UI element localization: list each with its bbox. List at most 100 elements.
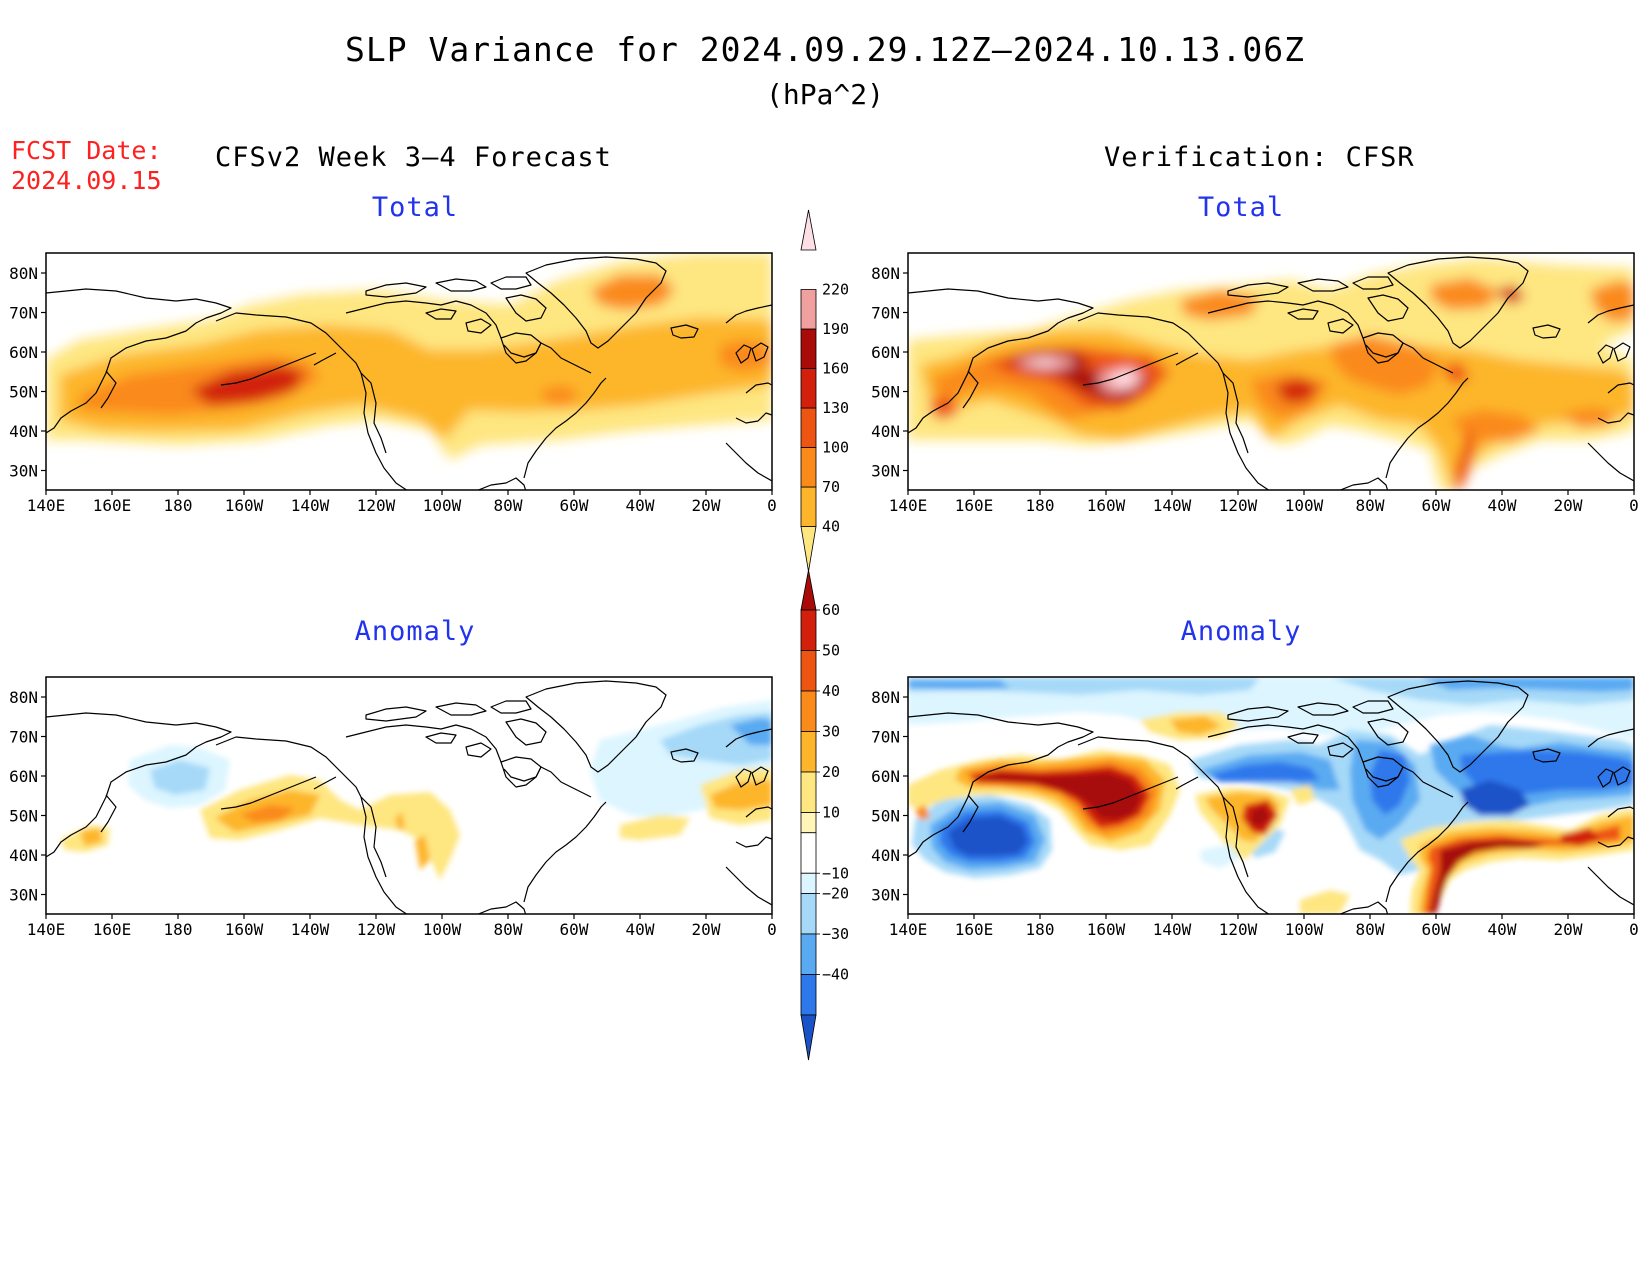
colorbar-segment: [800, 328, 817, 369]
x-tick-label: 160E: [955, 920, 994, 939]
colorbar-segment: [800, 569, 817, 611]
x-tick-label: 140W: [291, 920, 330, 939]
x-tick-label: 180: [1026, 496, 1055, 515]
colorbar-segment: [800, 974, 817, 1016]
colorbar-segment: [800, 1014, 817, 1061]
x-tick-label: 100W: [1285, 920, 1324, 939]
x-tick-label: 40W: [1488, 920, 1517, 939]
x-tick-label: 40W: [626, 920, 655, 939]
forecast-header: CFSv2 Week 3–4 Forecast: [215, 142, 612, 173]
x-tick-label: 140E: [27, 496, 66, 515]
x-tick-label: 120W: [357, 496, 396, 515]
fcst-date-value: 2024.09.15: [11, 166, 162, 195]
x-tick-label: 180: [164, 920, 193, 939]
colorbar-label: 160: [822, 360, 849, 378]
x-tick-label: 160W: [1087, 496, 1126, 515]
y-tick-label: 40N: [871, 422, 900, 441]
colorbar-label: 40: [822, 518, 840, 536]
colorbar-segment: [800, 447, 817, 488]
colorbar-segment: [800, 690, 817, 732]
panel-title-forecast-anomaly: Anomaly: [354, 616, 476, 647]
x-tick-label: 100W: [423, 496, 462, 515]
x-tick-label: 60W: [560, 920, 589, 939]
x-tick-label: 80W: [1356, 920, 1385, 939]
panel-forecast-total: [45, 252, 773, 491]
colorbar-segment: [800, 609, 817, 651]
colorbar-segment: [800, 526, 817, 572]
colorbar-label: −10: [822, 864, 849, 882]
y-tick-label: 50N: [9, 383, 38, 402]
y-tick-label: 30N: [871, 886, 900, 905]
x-tick-label: 80W: [494, 920, 523, 939]
colorbar-label: 70: [822, 478, 840, 496]
x-tick-label: 60W: [1422, 496, 1451, 515]
figure-title: SLP Variance for 2024.09.29.12Z–2024.10.…: [345, 30, 1305, 69]
x-tick-label: 60W: [560, 496, 589, 515]
x-tick-label: 20W: [1554, 496, 1583, 515]
verification-header: Verification: CFSR: [1104, 142, 1415, 173]
colorbar-segment: [800, 812, 817, 834]
x-tick-label: 160W: [225, 920, 264, 939]
x-tick-label: 140W: [1153, 496, 1192, 515]
x-tick-label: 100W: [1285, 496, 1324, 515]
colorbar-segment: [800, 933, 817, 975]
y-tick-label: 80N: [9, 264, 38, 283]
y-tick-label: 50N: [871, 383, 900, 402]
x-tick-label: 80W: [494, 496, 523, 515]
colorbar-label: 10: [822, 804, 840, 822]
panel-forecast-anomaly: [45, 676, 773, 915]
colorbar-segment: [800, 486, 817, 527]
colorbar-label: −40: [822, 966, 849, 984]
colorbar-segment: [800, 368, 817, 409]
panel-verification-total: [907, 252, 1635, 491]
y-tick-label: 80N: [871, 264, 900, 283]
colorbar-label: 100: [822, 439, 849, 457]
colorbar-segment: [800, 289, 817, 330]
colorbar-segment: [800, 650, 817, 692]
axis-ticks: 140E 160E 180 160W 140W 120W 100W 80W 60W 40W 20W 0…: [9, 264, 1639, 939]
y-tick-label: 60N: [9, 767, 38, 786]
colorbar-label: −20: [822, 885, 849, 903]
units-label: (hPa^2): [765, 78, 884, 111]
x-tick-label: 0: [767, 496, 777, 515]
x-tick-label: 160W: [1087, 920, 1126, 939]
colorbar-label: 220: [822, 281, 849, 299]
colorbar-label: 20: [822, 763, 840, 781]
colorbar-label: 190: [822, 320, 849, 338]
panel-verification-anomaly: [907, 676, 1635, 915]
x-tick-label: 120W: [1219, 496, 1258, 515]
colorbar-segment: [800, 209, 817, 251]
y-tick-label: 40N: [871, 846, 900, 865]
x-tick-label: 120W: [1219, 920, 1258, 939]
x-tick-label: 20W: [692, 920, 721, 939]
x-tick-label: 40W: [1488, 496, 1517, 515]
colorbar-segment: [800, 832, 817, 874]
y-tick-label: 30N: [9, 886, 38, 905]
y-tick-label: 80N: [9, 688, 38, 707]
x-tick-label: 120W: [357, 920, 396, 939]
x-tick-label: 0: [1629, 920, 1639, 939]
y-tick-label: 30N: [9, 462, 38, 481]
y-tick-label: 70N: [9, 728, 38, 747]
colorbar-segment: [800, 771, 817, 813]
colorbar-label: 130: [822, 399, 849, 417]
x-tick-label: 40W: [626, 496, 655, 515]
y-tick-label: 50N: [871, 807, 900, 826]
x-tick-label: 160E: [93, 496, 132, 515]
colorbar-label: 40: [822, 682, 840, 700]
x-tick-label: 80W: [1356, 496, 1385, 515]
x-tick-label: 0: [1629, 496, 1639, 515]
colorbar-label: 50: [822, 642, 840, 660]
y-tick-label: 70N: [871, 728, 900, 747]
x-tick-label: 0: [767, 920, 777, 939]
x-tick-label: 20W: [1554, 920, 1583, 939]
y-tick-label: 60N: [871, 767, 900, 786]
colorbar-label: 30: [822, 723, 840, 741]
y-tick-label: 60N: [9, 343, 38, 362]
panel-title-forecast-total: Total: [371, 192, 459, 223]
colorbar-segment: [800, 872, 817, 894]
x-tick-label: 140E: [889, 920, 928, 939]
x-tick-label: 180: [1026, 920, 1055, 939]
x-tick-label: 160E: [955, 496, 994, 515]
